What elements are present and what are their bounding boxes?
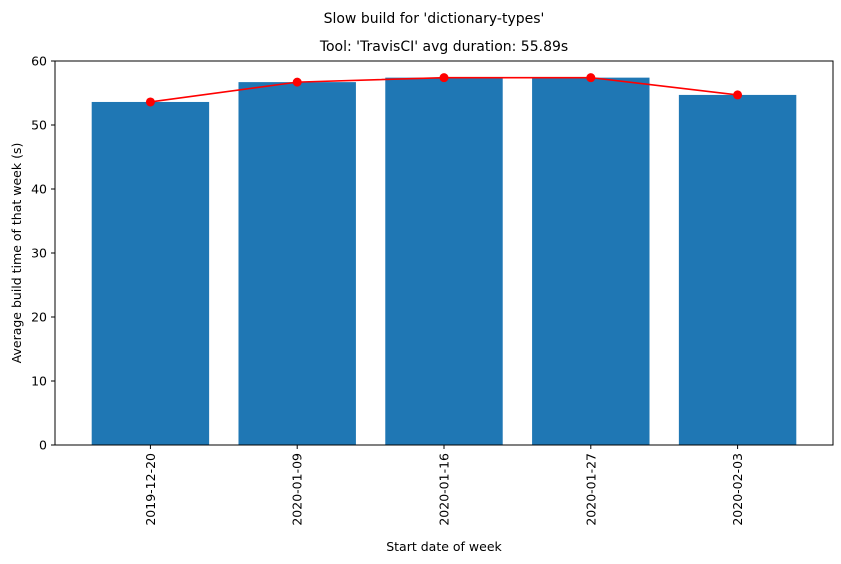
trend-point-2020-02-03 (733, 90, 743, 100)
x-tick-label: 2020-02-03 (730, 453, 745, 526)
bar-2020-01-27 (532, 77, 650, 445)
y-tick-label: 30 (31, 246, 47, 261)
bar-2020-01-09 (238, 82, 356, 446)
bar-2020-02-03 (678, 94, 797, 446)
trend-point-2020-01-16 (439, 73, 449, 83)
y-tick-label: 40 (31, 182, 47, 197)
y-tick-label: 60 (31, 54, 47, 69)
x-axis-label: Start date of week (386, 539, 502, 554)
x-tick-label: 2020-01-27 (583, 453, 598, 526)
trend-point-2019-12-20 (145, 97, 155, 107)
x-tick-label: 2020-01-16 (437, 453, 452, 526)
trend-point-2020-01-27 (586, 73, 596, 83)
chart-suptitle: Slow build for 'dictionary-types' (324, 11, 545, 27)
bar-2019-12-20 (91, 101, 210, 446)
y-tick-label: 50 (31, 118, 47, 133)
plot-area: 0 10 20 30 40 50 60 2019-12-20 2020-01-09 2020-01… (31, 54, 834, 526)
chart-title: Tool: 'TravisCI' avg duration: 55.89s (319, 39, 568, 55)
y-tick-label: 10 (31, 374, 47, 389)
x-tick-label: 2020-01-09 (290, 453, 305, 526)
y-tick-label: 20 (31, 310, 47, 325)
x-tick-label: 2019-12-20 (143, 453, 158, 526)
trend-point-2020-01-09 (292, 77, 302, 87)
y-tick-label: 0 (39, 438, 47, 453)
bar-2020-01-16 (385, 77, 503, 445)
y-axis-label: Average build time of that week (s) (9, 143, 24, 364)
